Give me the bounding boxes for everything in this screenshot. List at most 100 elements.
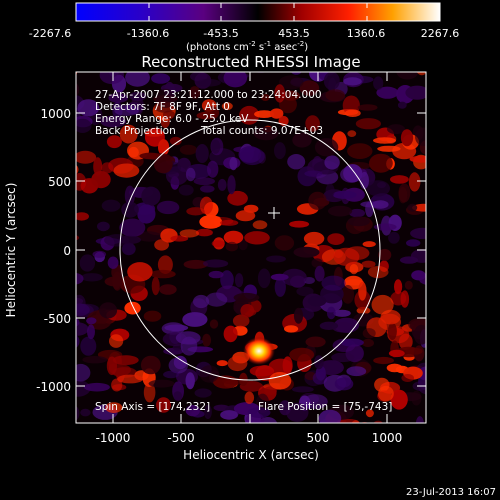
image-blob [140,355,161,375]
image-blob [407,203,418,212]
image-blob [153,155,173,174]
image-blob [266,255,286,263]
image-blob [282,356,293,375]
image-blob [343,164,363,183]
unit-part: ) [304,42,308,53]
image-blob [119,218,146,237]
image-blob [281,268,307,286]
image-blob [223,325,238,343]
unit-exponent: -2 [297,40,304,48]
image-blob [185,404,200,417]
image-blob [308,191,327,210]
image-blob [287,154,306,170]
image-blob [227,355,248,372]
image-blob [220,219,239,226]
image-blob [376,86,399,99]
x-axis-label: Heliocentric X (arcsec) [183,448,319,462]
image-blob [151,276,160,296]
image-blob [80,336,97,356]
image-blob [148,379,175,388]
image-blob [260,94,270,101]
image-blob [400,129,414,147]
image-blob [293,307,304,324]
image-blob [156,200,180,215]
image-blob [323,72,340,91]
image-blob [137,204,156,224]
image-blob [291,72,302,75]
image-blob [401,374,415,382]
image-blob [235,210,256,222]
image-blob [324,155,340,170]
image-blob [207,160,219,178]
image-blob [169,136,182,146]
image-blob [240,304,255,318]
image-blob [144,130,165,137]
image-blob [76,406,80,421]
image-blob [349,264,359,275]
image-blob [373,76,384,90]
image-blob [346,366,367,377]
image-blob [202,333,212,347]
image-blob [365,201,374,218]
image-blob [76,164,79,175]
image-blob [185,372,195,390]
image-blob [373,356,394,365]
image-blob [289,347,315,362]
image-blob [303,231,325,246]
image-blob [268,372,292,390]
image-blob [220,410,239,420]
image-blob [362,241,376,248]
image-blob [303,394,328,409]
image-blob [82,356,108,364]
image-blob [125,72,150,87]
image-blob [200,185,215,193]
image-blob [410,249,426,263]
image-blob [397,101,407,109]
image-blob [193,177,215,186]
image-blob [239,147,265,166]
image-blob [325,183,335,199]
image-blob [318,409,342,423]
image-blob [296,286,314,297]
image-blob [289,220,310,228]
y-tick-label: -500 [44,312,71,326]
back-projection-image [76,72,435,423]
x-tick-label: 500 [307,431,330,445]
image-blob [105,402,123,413]
image-blob [410,227,426,239]
image-blob [274,142,286,160]
image-blob [233,292,260,303]
unit-part: (photons cm [186,42,249,53]
image-blob [405,85,426,100]
image-blob [189,86,201,99]
image-blob [244,231,270,245]
y-tick-label: -1000 [36,380,71,394]
image-blob [351,420,360,423]
image-blob [163,370,180,379]
image-blob [141,186,161,206]
image-blob [99,302,118,319]
image-blob [270,108,284,119]
colorbar-tick-label: -1360.6 [127,27,169,40]
image-blob [371,294,394,315]
info-energy-range: Energy Range: 6.0 - 25.0 keV [95,113,249,125]
image-blob [405,347,423,355]
image-blob [257,268,271,289]
info-time-range: 27-Apr-2007 23:21:12.000 to 23:24:04.000 [95,89,322,101]
image-blob [211,139,221,154]
info-total-counts: Total counts: 9.07E+03 [200,125,323,137]
image-blob [427,255,435,262]
image-blob [216,360,228,367]
image-blob [209,319,219,329]
image-blob [314,138,339,157]
image-blob [199,196,213,215]
spin-axis-marker [268,207,280,219]
image-blob [193,294,210,309]
image-blob [373,137,396,144]
image-blob [217,178,227,191]
image-blob [341,285,355,304]
image-blob [244,391,255,404]
image-blob [312,371,328,385]
image-blob [179,229,199,238]
